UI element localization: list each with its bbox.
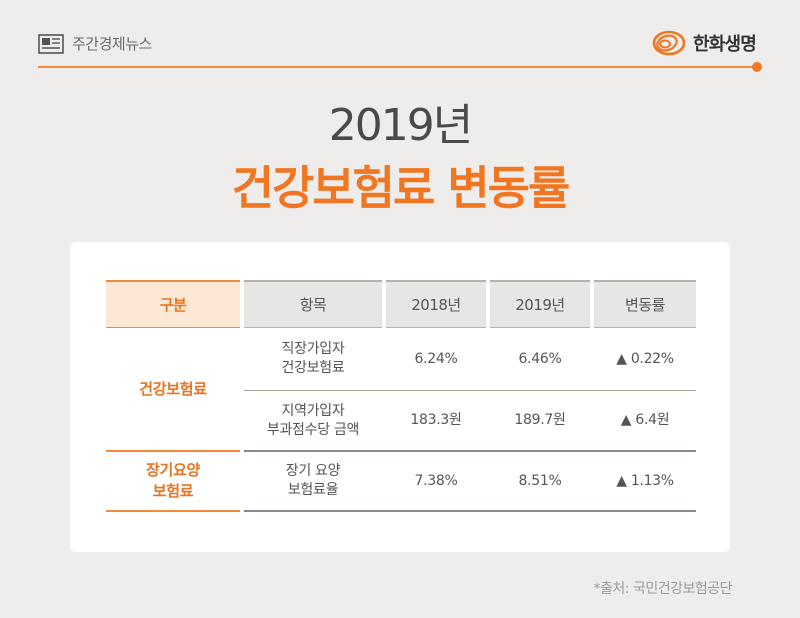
table-row-2018: 7.38%	[414, 472, 458, 489]
column-header-2019: 2019년	[490, 280, 590, 328]
category-long-term-care: 장기요양 보험료	[145, 461, 200, 500]
section-label: 주간경제뉴스	[72, 35, 152, 53]
brand: 한화생명	[649, 26, 757, 60]
page-title: 건강보험료 변동률	[231, 161, 571, 215]
table-row-item: 지역가입자 부과점수당 금액	[266, 402, 360, 438]
header: 주간경제뉴스 한화생명	[0, 0, 800, 72]
title-year: 2019년	[328, 100, 473, 151]
group-divider	[244, 450, 696, 452]
table-row-item: 직장가입자 건강보험료	[281, 341, 345, 376]
table-bottom-border-category	[106, 510, 240, 512]
table-row-2019: 8.51%	[518, 472, 562, 489]
header-divider	[38, 66, 758, 68]
table-row-change: ▲ 1.13%	[616, 472, 674, 489]
header-divider-dot	[752, 62, 762, 72]
table-row-2019: 189.7원	[514, 412, 566, 428]
row-divider	[244, 390, 696, 391]
source-note: *출처: 국민건강보험공단	[593, 581, 733, 597]
table-row-2018: 6.24%	[414, 350, 458, 367]
column-header-change: 변동률	[594, 280, 696, 328]
hanwha-logo-icon	[652, 30, 686, 56]
table-row-change: ▲ 6.4원	[620, 412, 670, 428]
column-header-category: 구분	[106, 280, 240, 328]
table-row-2019: 6.46%	[518, 350, 562, 367]
group-divider-category	[106, 450, 240, 452]
column-header-2018: 2018년	[386, 280, 486, 328]
category-health-insurance: 건강보험료	[139, 379, 207, 398]
table-row-2018: 183.3원	[410, 412, 462, 428]
table-bottom-border	[244, 510, 696, 512]
brand-name: 한화생명	[692, 34, 757, 55]
table-row-item: 장기 요양 보험료율	[285, 463, 341, 498]
table-row-change: ▲ 0.22%	[616, 350, 674, 367]
premium-table: 구분 항목 2018년 2019년 변동률 건강보험료 직장가입자 건강보험료 …	[106, 280, 696, 512]
newspaper-icon	[38, 34, 64, 54]
column-header-item: 항목	[244, 280, 382, 328]
